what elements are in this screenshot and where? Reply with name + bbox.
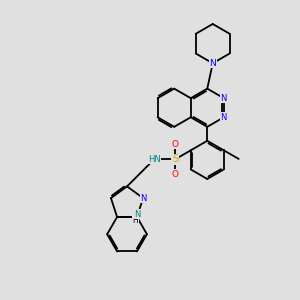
- Text: H: H: [133, 216, 139, 225]
- Text: HN: HN: [148, 155, 160, 164]
- Text: O: O: [172, 170, 178, 179]
- Text: N: N: [209, 59, 216, 68]
- Text: N: N: [134, 210, 140, 219]
- Text: S: S: [172, 154, 178, 164]
- Text: O: O: [172, 140, 178, 149]
- Text: N: N: [220, 113, 227, 122]
- Text: N: N: [220, 94, 227, 103]
- Text: N: N: [140, 194, 146, 202]
